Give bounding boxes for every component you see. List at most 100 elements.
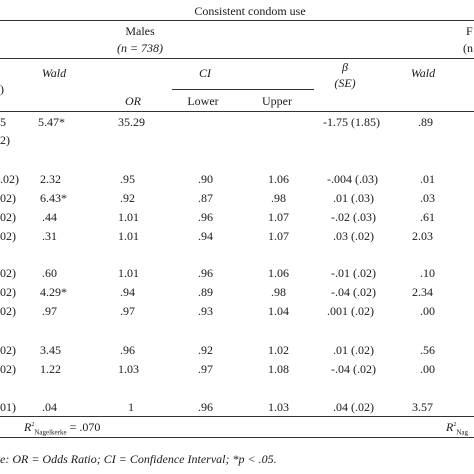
r2-subscript: Nag xyxy=(456,428,469,437)
row-term-cut: 02) xyxy=(0,229,16,243)
row-term-cut: 02) xyxy=(0,304,16,318)
table-note: e: OR = Odds Ratio; CI = Confidence Inte… xyxy=(0,452,277,466)
cell-wald: 6.43* xyxy=(40,191,67,205)
cell-lower: .94 xyxy=(198,229,213,243)
cell-wald: 3.45 xyxy=(40,343,61,357)
cell-lower: .97 xyxy=(198,362,213,376)
cell-beta: -1.75 (1.85) xyxy=(323,115,380,129)
cell-upper: 1.08 xyxy=(268,362,289,376)
cell-or: .94 xyxy=(120,285,135,299)
cell-upper: 1.06 xyxy=(268,172,289,186)
row-term-cut: 01) xyxy=(0,400,16,414)
cell-wald2: .61 xyxy=(420,210,435,224)
cell-upper: .98 xyxy=(271,285,286,299)
col-or-header: OR xyxy=(125,94,141,108)
cell-lower: .92 xyxy=(198,343,213,357)
cell-beta: -.01 (.02) xyxy=(331,266,376,280)
cell-beta: -.004 (.03) xyxy=(327,172,378,186)
cell-wald2: 3.57 xyxy=(412,400,433,414)
cell-or: 1.03 xyxy=(118,362,139,376)
r2-males: R2Nagelkerke = .070 xyxy=(24,420,101,437)
cell-or: 1.01 xyxy=(118,210,139,224)
r2-symbol: R xyxy=(446,420,454,434)
cell-lower: .90 xyxy=(198,172,213,186)
cell-beta: -.04 (.02) xyxy=(331,285,376,299)
cell-wald2: .03 xyxy=(420,191,435,205)
cell-upper: .98 xyxy=(271,191,286,205)
cell-or: .96 xyxy=(120,343,135,357)
cell-or: 1 xyxy=(128,400,134,414)
cell-wald2: 2.03 xyxy=(412,229,433,243)
col-left-cut: ) xyxy=(0,82,4,96)
row-term-cut: 02) xyxy=(0,210,16,224)
cell-or: .95 xyxy=(120,172,135,186)
rule-footer xyxy=(0,437,474,438)
row-term-cut: 02) xyxy=(0,191,16,205)
females-n-partial: (n xyxy=(463,41,473,55)
cell-beta: -.04 (.02) xyxy=(331,362,376,376)
cell-wald2: .10 xyxy=(420,266,435,280)
cell-upper: 1.02 xyxy=(268,343,289,357)
cell-beta: -.02 (.03) xyxy=(331,210,376,224)
females-title-partial: F xyxy=(466,24,473,38)
cell-wald2: .01 xyxy=(420,172,435,186)
cell-wald2: .89 xyxy=(418,115,433,129)
row-term-cut: 02) xyxy=(0,285,16,299)
cell-lower: .93 xyxy=(198,304,213,318)
cell-wald2: .56 xyxy=(420,343,435,357)
cell-upper: 1.03 xyxy=(268,400,289,414)
row-term-cut: 02) xyxy=(0,266,16,280)
table-top-title: Consistent condom use xyxy=(194,4,306,18)
cell-wald: .04 xyxy=(42,400,57,414)
r2-superscript: 2 xyxy=(453,422,457,428)
cell-upper: 1.07 xyxy=(268,210,289,224)
cell-lower: .96 xyxy=(198,266,213,280)
males-title: Males xyxy=(125,24,155,38)
cell-beta: .03 (.02) xyxy=(333,229,374,243)
col-wald2-header: Wald xyxy=(410,66,436,80)
cell-wald2: .00 xyxy=(420,362,435,376)
r2-subscript: Nagelkerke xyxy=(34,428,67,437)
cell-wald: .97 xyxy=(42,304,57,318)
rule-body-bottom xyxy=(0,416,474,417)
cell-or: 1.01 xyxy=(118,229,139,243)
cell-or: .97 xyxy=(120,304,135,318)
cell-upper: 1.07 xyxy=(268,229,289,243)
rule-top xyxy=(0,20,474,21)
row-term-cut: 2) xyxy=(0,133,10,147)
cell-upper: 1.06 xyxy=(268,266,289,280)
cell-upper: 1.04 xyxy=(268,304,289,318)
cell-beta: .01 (.02) xyxy=(333,343,374,357)
cell-wald: 2.32 xyxy=(40,172,61,186)
cell-wald: 4.29* xyxy=(40,285,67,299)
r2-value: = .070 xyxy=(69,420,101,434)
row-term-cut: 02) xyxy=(0,343,16,357)
cell-wald2: .00 xyxy=(420,304,435,318)
r2-females-partial: R2Nag xyxy=(446,420,469,437)
col-wald-header: Wald xyxy=(41,66,67,80)
cell-lower: .96 xyxy=(198,210,213,224)
cell-wald: .60 xyxy=(42,266,57,280)
cell-or: 1.01 xyxy=(118,266,139,280)
r2-symbol: R xyxy=(24,420,32,434)
cell-lower: .96 xyxy=(198,400,213,414)
cell-lower: .87 xyxy=(198,191,213,205)
col-upper-header: Upper xyxy=(262,94,292,108)
cell-or: 35.29 xyxy=(118,115,145,129)
rule-groups xyxy=(0,58,474,59)
cell-wald: .44 xyxy=(42,210,57,224)
cell-or: .92 xyxy=(120,191,135,205)
cell-wald: 5.47* xyxy=(38,115,65,129)
col-se-header: (SE) xyxy=(334,76,356,90)
rule-header-bottom xyxy=(0,111,474,112)
row-term-cut: 02) xyxy=(0,362,16,376)
rule-ci xyxy=(172,89,314,90)
cell-beta: .01 (.03) xyxy=(333,191,374,205)
row-term-cut: .02) xyxy=(0,172,19,186)
col-ci-header: CI xyxy=(199,66,211,80)
males-n: (n = 738) xyxy=(116,41,164,55)
r2-superscript: 2 xyxy=(31,422,35,428)
col-lower-header: Lower xyxy=(187,94,219,108)
col-beta-header: β xyxy=(342,60,348,74)
cell-wald: .31 xyxy=(42,229,57,243)
